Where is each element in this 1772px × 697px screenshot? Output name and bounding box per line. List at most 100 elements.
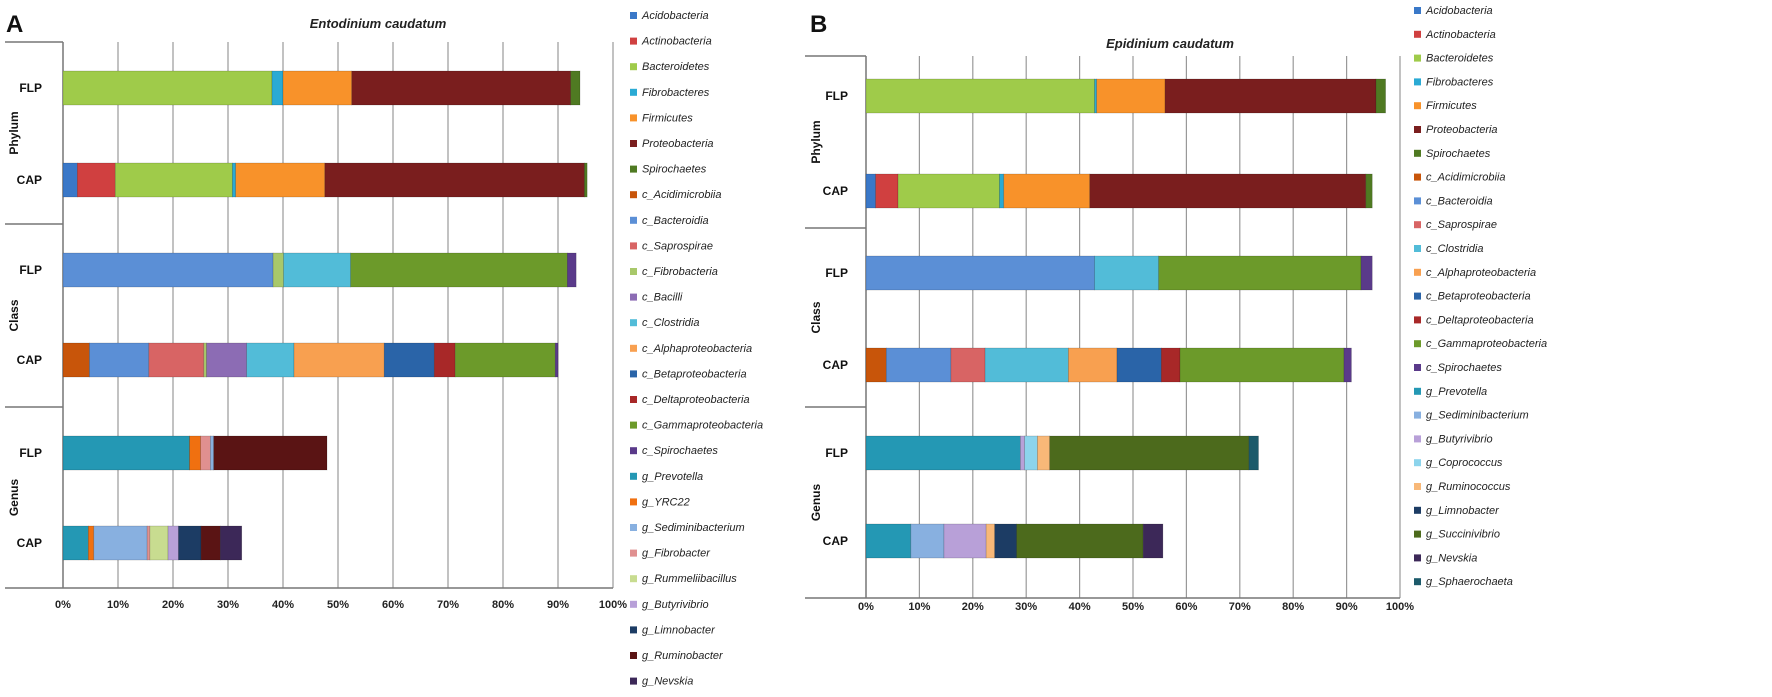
legend-label: c_Betaproteobacteria	[642, 368, 747, 380]
legend-item: c_Fibrobacteria	[630, 266, 718, 278]
legend-swatch	[630, 472, 637, 480]
legend-swatch	[630, 216, 637, 224]
x-tick-label: 20%	[162, 599, 184, 611]
legend-item: c_Acidimicrobiia	[1414, 172, 1505, 184]
legend-swatch	[630, 652, 637, 659]
bar-segment-c-acidimicrobiia	[62, 342, 90, 378]
legend-swatch	[630, 242, 637, 250]
legend-label: c_Alphaproteobacteria	[642, 343, 752, 355]
panel-b: B Epidinium caudatum 0% 10% 20% 30% 40% 50% 60% 7…	[805, 5, 1547, 613]
legend-item: c_Bacteroidia	[1414, 195, 1493, 207]
legend-label: c_Spirochaetes	[1426, 362, 1502, 374]
legend-swatch	[1414, 54, 1421, 62]
legend-item: g_Sediminibacterium	[1414, 410, 1529, 422]
bar-segment-c-deltaproteobacteria	[1161, 347, 1181, 383]
legend-swatch	[1414, 221, 1421, 229]
bar-segment-c-gammaproteobacteria	[1158, 255, 1362, 291]
category-label: CAP	[823, 358, 848, 372]
legend-swatch	[630, 293, 637, 301]
legend-label: Spirochaetes	[642, 164, 707, 176]
legend-swatch	[1414, 387, 1421, 395]
legend-swatch	[630, 63, 637, 71]
legend-item: g_Butyrivibrio	[1414, 433, 1493, 445]
bar-segment-g-prevotella	[865, 523, 912, 559]
bar-segment-c-deltaproteobacteria	[433, 342, 456, 378]
legend-label: Bacteroidetes	[642, 61, 710, 73]
legend-swatch	[630, 344, 637, 352]
legend-label: Fibrobacteres	[642, 87, 710, 99]
legend-item: c_Clostridia	[630, 317, 699, 329]
legend-swatch	[1414, 316, 1421, 324]
legend-label: Actinobacteria	[641, 36, 712, 48]
legend-swatch	[1414, 126, 1421, 133]
legend-swatch	[1414, 483, 1421, 490]
legend-swatch	[1414, 340, 1421, 348]
legend-swatch	[1414, 578, 1421, 586]
legend-label: g_Limnobacter	[1426, 505, 1500, 517]
category-label: CAP	[823, 184, 848, 198]
bar-segment-bacteroidetes	[62, 70, 273, 106]
legend-item: g_Fibrobacter	[630, 548, 711, 560]
legend-label: g_Fibrobacter	[642, 548, 711, 560]
bar-segment-g-yrc22	[189, 435, 201, 471]
bar-segment-proteobacteria	[1089, 173, 1367, 209]
bar-segment-g-prevotella	[865, 435, 1021, 471]
x-tick-label: 60%	[382, 599, 404, 611]
bar-segment-c-alphaproteobacteria	[293, 342, 385, 378]
legend-item: g_Butyrivibrio	[630, 599, 709, 611]
bar-segment-g-fibrobacter	[200, 435, 211, 471]
bar-segment-c-bacteroidia	[89, 342, 150, 378]
legend-item: c_Betaproteobacteria	[630, 368, 747, 380]
group-label: Phylum	[7, 111, 21, 154]
x-tick-label: 80%	[1282, 601, 1304, 613]
bar-segment-c-spirochaetes	[1360, 255, 1373, 291]
bar-segment-g-prevotella	[62, 435, 190, 471]
legend-item: Bacteroidetes	[1414, 53, 1494, 65]
legend-swatch	[630, 626, 637, 634]
legend-label: g_Butyrivibrio	[642, 599, 709, 611]
legend-label: c_Bacilli	[642, 292, 683, 304]
legend-label: g_Rummeliibacillus	[642, 573, 737, 585]
legend-label: g_Nevskia	[642, 676, 693, 688]
group-label: Class	[7, 299, 21, 331]
bar-segment-proteobacteria	[351, 70, 571, 106]
legend-item: Fibrobacteres	[630, 87, 710, 99]
bar-segment-g-limnobacter	[994, 523, 1017, 559]
bar-segment-c-spirochaetes	[1343, 347, 1352, 383]
bar-segment-actinobacteria	[77, 162, 116, 198]
bar-segment-spirochaetes	[1365, 173, 1373, 209]
bar-segment-g-yrc22	[88, 525, 95, 561]
legend-swatch	[630, 165, 637, 173]
legend-label: c_Gammaproteobacteria	[1426, 338, 1547, 350]
legend-item: Proteobacteria	[630, 138, 714, 150]
legend-item: Actinobacteria	[630, 36, 712, 48]
bar-segment-c-betaproteobacteria	[383, 342, 435, 378]
bar-segment-c-acidimicrobiia	[865, 347, 887, 383]
legend-label: c_Bacteroidia	[642, 215, 709, 227]
x-tick-label: 50%	[327, 599, 349, 611]
legend-label: c_Deltaproteobacteria	[1426, 314, 1534, 326]
legend-item: c_Spirochaetes	[1414, 362, 1502, 374]
bar-segment-g-nevskia	[220, 525, 243, 561]
chart-title: Entodinium caudatum	[310, 16, 447, 31]
bar-segment-c-alphaproteobacteria	[1068, 347, 1118, 383]
legend-swatch	[1414, 245, 1421, 252]
legend-swatch	[630, 498, 637, 506]
legend-swatch	[1414, 102, 1421, 110]
bar-segment-c-clostridia	[246, 342, 295, 378]
group-label: Genus	[7, 479, 21, 517]
bar-segment-actinobacteria	[875, 173, 899, 209]
legend-label: g_Sediminibacterium	[642, 522, 745, 534]
bar-segment-c-bacteroidia	[885, 347, 952, 383]
legend-swatch	[630, 421, 637, 429]
legend-label: c_Bacteroidia	[1426, 195, 1493, 207]
x-tick-label: 0%	[858, 601, 874, 613]
legend-swatch	[630, 370, 637, 378]
legend-label: c_Gammaproteobacteria	[642, 420, 763, 432]
legend-label: c_Acidimicrobiia	[1426, 172, 1505, 184]
legend-swatch	[630, 575, 637, 583]
bar-segment-g-ruminococcus	[1037, 435, 1050, 471]
legend-item: Actinobacteria	[1414, 29, 1496, 41]
legend-swatch	[630, 396, 637, 403]
legend-swatch	[630, 600, 637, 608]
